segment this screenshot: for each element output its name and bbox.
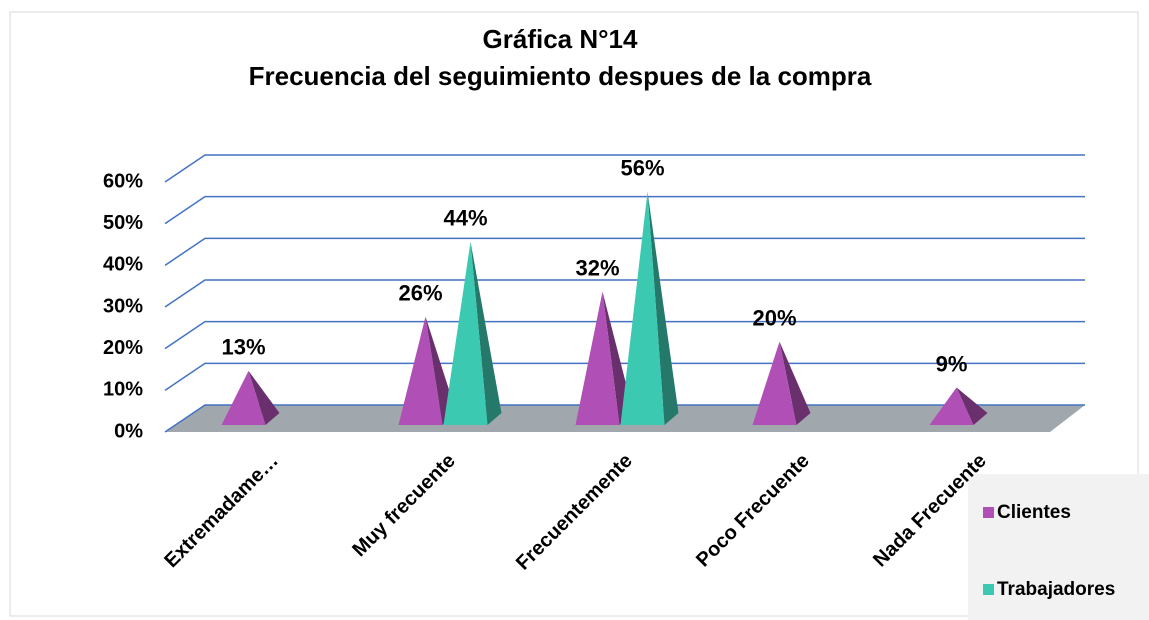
value-label: 9%: [936, 351, 968, 376]
grid-line: [164, 362, 1085, 391]
value-label: 26%: [398, 280, 442, 305]
pyramid-face: [398, 316, 443, 425]
pyramid-face: [575, 291, 620, 425]
pyramid-face: [929, 387, 974, 425]
legend-label: Clientes: [997, 502, 1071, 523]
value-label: 44%: [443, 205, 487, 230]
pyramid-face: [620, 191, 665, 425]
pyramid: [443, 241, 502, 425]
y-tick-label: 40%: [103, 254, 143, 276]
pyramid-face: [443, 241, 488, 425]
pyramid: [620, 191, 679, 425]
pyramid-face: [221, 370, 266, 425]
chart-title: Gráfica N°14: [483, 24, 638, 54]
legend-box: [968, 474, 1149, 620]
legend-swatch: [983, 584, 994, 595]
pyramid: [221, 370, 280, 425]
pyramid-face: [956, 387, 988, 425]
y-tick-label: 50%: [103, 212, 143, 234]
pyramid-face: [470, 241, 502, 425]
value-label: 13%: [221, 335, 265, 360]
chart-border: [9, 11, 1139, 617]
pyramid: [929, 387, 988, 425]
grid-line: [164, 154, 1085, 183]
y-tick-label: 0%: [114, 420, 143, 442]
chart-subtitle: Frecuencia del seguimiento despues de la…: [249, 61, 872, 91]
legend-swatch: [983, 507, 994, 518]
value-label: 32%: [575, 255, 619, 280]
pyramid-face: [779, 341, 811, 425]
grid-line: [164, 195, 1085, 225]
grid-line: [164, 279, 1085, 308]
value-label: 56%: [620, 155, 664, 180]
y-tick-label: 30%: [103, 295, 143, 317]
grid-line: [164, 320, 1085, 350]
y-tick-label: 20%: [103, 337, 143, 359]
pyramid: [752, 341, 811, 425]
grid-line: [164, 237, 1085, 266]
pyramid-face: [647, 191, 679, 425]
y-tick-label: 60%: [103, 170, 143, 192]
y-tick-label: 10%: [103, 379, 143, 401]
pyramid-face: [248, 370, 280, 425]
value-label: 20%: [752, 305, 796, 330]
pyramid-face: [752, 341, 797, 425]
legend-label: Trabajadores: [997, 579, 1115, 600]
